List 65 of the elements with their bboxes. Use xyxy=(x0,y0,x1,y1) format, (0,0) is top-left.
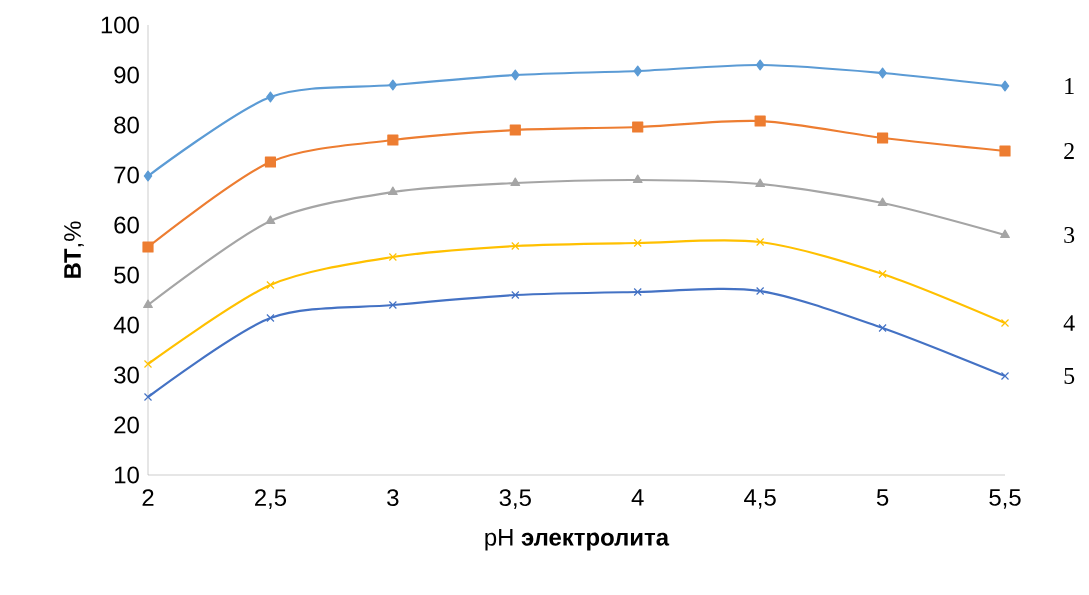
point xyxy=(876,132,889,144)
y-tick-label: 20 xyxy=(114,416,139,434)
x-tick-label: 2,5 xyxy=(255,489,287,509)
y-tick-label: 10 xyxy=(115,466,139,484)
point xyxy=(266,313,275,323)
point xyxy=(999,145,1011,157)
point xyxy=(1000,318,1010,328)
point xyxy=(388,79,398,91)
point xyxy=(633,65,643,77)
text: 5 xyxy=(1064,368,1075,384)
point xyxy=(633,238,642,248)
x-tick-label: 5 xyxy=(876,489,889,506)
y-tick-label: 90 xyxy=(114,66,139,84)
x-tick-label: 2 xyxy=(142,489,154,506)
point xyxy=(511,290,520,300)
x-tick-label: 5,5 xyxy=(989,489,1021,509)
y-tick-label: 100 xyxy=(101,16,139,34)
point xyxy=(878,269,887,279)
point xyxy=(510,69,520,81)
point xyxy=(877,197,888,207)
point xyxy=(1000,229,1010,239)
x-tick-label: 4 xyxy=(631,489,644,506)
point xyxy=(1000,371,1010,381)
point xyxy=(509,124,521,136)
point xyxy=(266,91,275,103)
text: 2 xyxy=(1064,143,1074,159)
text: 3 xyxy=(1064,226,1075,244)
point xyxy=(878,323,887,333)
point xyxy=(388,300,397,310)
text: 1 xyxy=(1065,78,1074,94)
point xyxy=(754,115,766,127)
y-tick-label: 60 xyxy=(114,216,139,234)
point xyxy=(510,177,521,187)
point xyxy=(756,237,765,247)
point xyxy=(632,121,644,133)
point xyxy=(143,359,153,369)
point xyxy=(632,174,643,184)
x-tick-label: 4,5 xyxy=(744,489,776,509)
x-axis-title: pH электролита xyxy=(485,529,670,551)
point xyxy=(143,299,153,309)
point xyxy=(1000,80,1010,92)
point xyxy=(755,59,765,71)
point xyxy=(878,67,887,79)
point xyxy=(387,134,399,146)
point xyxy=(265,215,276,225)
point xyxy=(756,286,765,296)
y-tick-label: 30 xyxy=(114,366,139,384)
point xyxy=(633,287,642,297)
point xyxy=(388,252,397,262)
point xyxy=(143,170,153,182)
point xyxy=(266,280,275,290)
y-tick-label: 50 xyxy=(114,266,139,284)
x-tick-label: 3,5 xyxy=(499,489,531,509)
y-tick-label: 40 xyxy=(113,316,139,334)
point xyxy=(387,186,398,196)
y-tick-label: 80 xyxy=(114,116,139,134)
point xyxy=(264,156,277,168)
point xyxy=(755,178,766,188)
y-tick-label: 70 xyxy=(114,166,139,184)
point xyxy=(142,241,154,253)
point xyxy=(143,392,153,402)
x-tick-label: 3 xyxy=(387,489,399,507)
point xyxy=(511,241,520,251)
y-axis-title: ВТ,% xyxy=(64,221,84,278)
text: 4 xyxy=(1063,315,1075,331)
